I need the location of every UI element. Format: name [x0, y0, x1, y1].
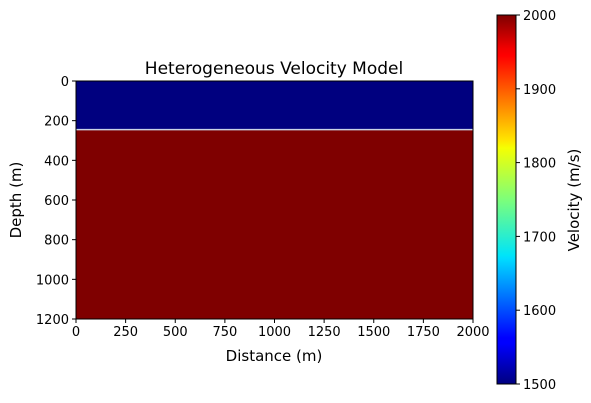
plot-area	[75, 80, 474, 320]
colorbar-tick-label: 1500	[523, 378, 556, 393]
x-tick-label: 1250	[308, 325, 341, 340]
y-tick-label: 0	[61, 75, 69, 90]
colorbar-tick-label: 1900	[523, 83, 556, 98]
chart-title: Heterogeneous Velocity Model	[145, 59, 403, 79]
x-tick-label: 250	[113, 325, 138, 340]
velocity-layer-2	[76, 129, 473, 319]
x-tick-label: 1000	[258, 325, 291, 340]
velocity-layer-1	[76, 81, 473, 130]
x-tick-label: 2000	[456, 325, 489, 340]
x-tick-label: 750	[212, 325, 237, 340]
x-tick-label: 1500	[357, 325, 390, 340]
colorbar-ticks: 1500 1600 1700 1800 1900 2000	[516, 9, 556, 393]
colorbar-tick-label: 1800	[523, 157, 556, 172]
colorbar-tick-label: 2000	[523, 9, 556, 24]
colorbar-tick-label: 1700	[523, 230, 556, 245]
y-tick-label: 400	[44, 154, 69, 169]
y-axis-label: Depth (m)	[7, 162, 25, 239]
x-tick-label: 0	[72, 325, 80, 340]
colorbar-tick-label: 1600	[523, 304, 556, 319]
colorbar-label: Velocity (m/s)	[565, 149, 583, 252]
y-tick-label: 200	[44, 115, 69, 130]
colorbar	[496, 14, 517, 385]
x-axis-label: Distance (m)	[226, 347, 323, 365]
y-axis-ticks: 0 200 400 600 800 1000 1200	[36, 75, 76, 328]
x-tick-label: 1750	[407, 325, 440, 340]
x-tick-label: 500	[163, 325, 188, 340]
y-tick-label: 1000	[36, 273, 69, 288]
y-tick-label: 600	[44, 194, 69, 209]
y-tick-label: 1200	[36, 313, 69, 328]
y-tick-label: 800	[44, 234, 69, 249]
x-axis-ticks: 0 250 500 750 1000 1250 1500 1750 2000	[72, 319, 490, 340]
